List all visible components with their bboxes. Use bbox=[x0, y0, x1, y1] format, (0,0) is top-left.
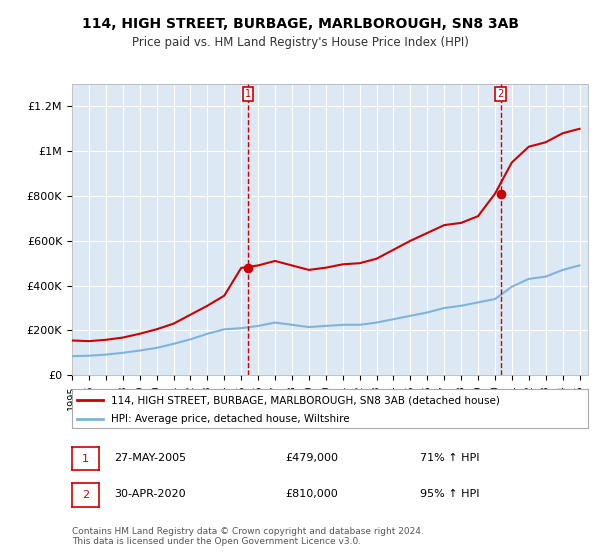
Text: 95% ↑ HPI: 95% ↑ HPI bbox=[420, 489, 480, 499]
Text: £810,000: £810,000 bbox=[286, 489, 338, 499]
Text: 71% ↑ HPI: 71% ↑ HPI bbox=[420, 452, 480, 463]
Text: 114, HIGH STREET, BURBAGE, MARLBOROUGH, SN8 3AB (detached house): 114, HIGH STREET, BURBAGE, MARLBOROUGH, … bbox=[110, 395, 500, 405]
Text: Price paid vs. HM Land Registry's House Price Index (HPI): Price paid vs. HM Land Registry's House … bbox=[131, 36, 469, 49]
Text: 1: 1 bbox=[82, 454, 89, 464]
Text: 2: 2 bbox=[497, 89, 503, 99]
Text: 2: 2 bbox=[82, 490, 89, 500]
Text: 27-MAY-2005: 27-MAY-2005 bbox=[114, 452, 186, 463]
Text: 114, HIGH STREET, BURBAGE, MARLBOROUGH, SN8 3AB: 114, HIGH STREET, BURBAGE, MARLBOROUGH, … bbox=[82, 17, 518, 31]
Text: 30-APR-2020: 30-APR-2020 bbox=[114, 489, 186, 499]
Text: HPI: Average price, detached house, Wiltshire: HPI: Average price, detached house, Wilt… bbox=[110, 414, 349, 423]
Text: £479,000: £479,000 bbox=[286, 452, 338, 463]
Text: 1: 1 bbox=[245, 89, 251, 99]
Text: Contains HM Land Registry data © Crown copyright and database right 2024.
This d: Contains HM Land Registry data © Crown c… bbox=[72, 526, 424, 546]
